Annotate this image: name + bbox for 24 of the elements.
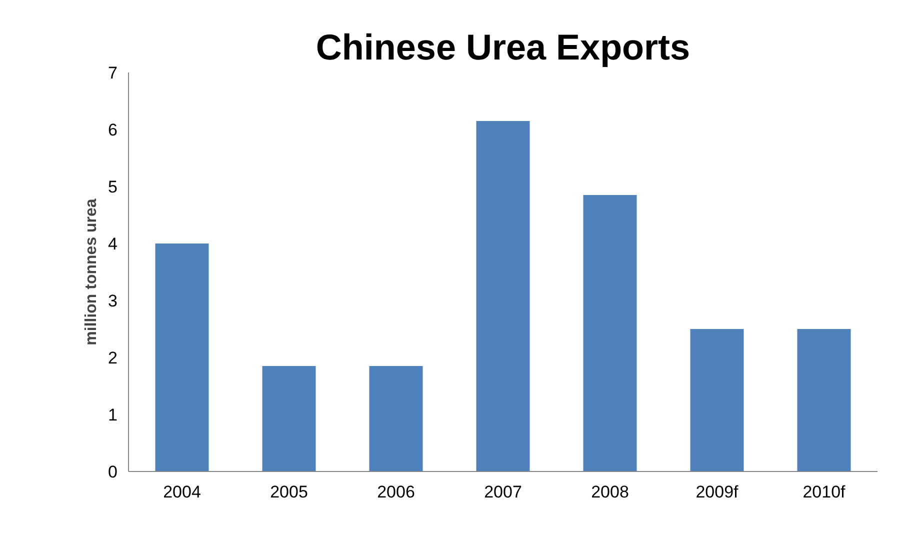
y-tick-label: 5 bbox=[108, 178, 118, 196]
y-tick-label: 1 bbox=[108, 406, 118, 424]
y-tick-label: 7 bbox=[108, 64, 118, 82]
y-tick-label: 6 bbox=[108, 120, 118, 140]
bar bbox=[476, 120, 530, 472]
bar bbox=[369, 366, 423, 472]
x-tick-label: 2010f bbox=[802, 482, 846, 502]
y-axis-title: million tonnes urea bbox=[83, 198, 100, 346]
y-tick-label: 4 bbox=[108, 234, 118, 254]
y-tick-label: 3 bbox=[108, 292, 118, 310]
bar bbox=[262, 366, 316, 472]
x-tick-label: 2005 bbox=[270, 482, 308, 502]
chart-title: Chinese Urea Exports bbox=[316, 26, 690, 68]
bar bbox=[155, 244, 209, 472]
bar bbox=[690, 329, 744, 472]
x-tick-label: 2007 bbox=[484, 482, 522, 502]
x-tick-label: 2004 bbox=[163, 482, 201, 502]
x-tick-label: 2006 bbox=[377, 482, 415, 502]
x-tick-label: 2009f bbox=[696, 482, 739, 502]
y-tick-label: 2 bbox=[108, 348, 118, 368]
bar bbox=[583, 195, 637, 472]
y-tick-label: 0 bbox=[108, 462, 118, 482]
bar bbox=[797, 329, 851, 472]
x-tick-label: 2008 bbox=[591, 482, 629, 502]
